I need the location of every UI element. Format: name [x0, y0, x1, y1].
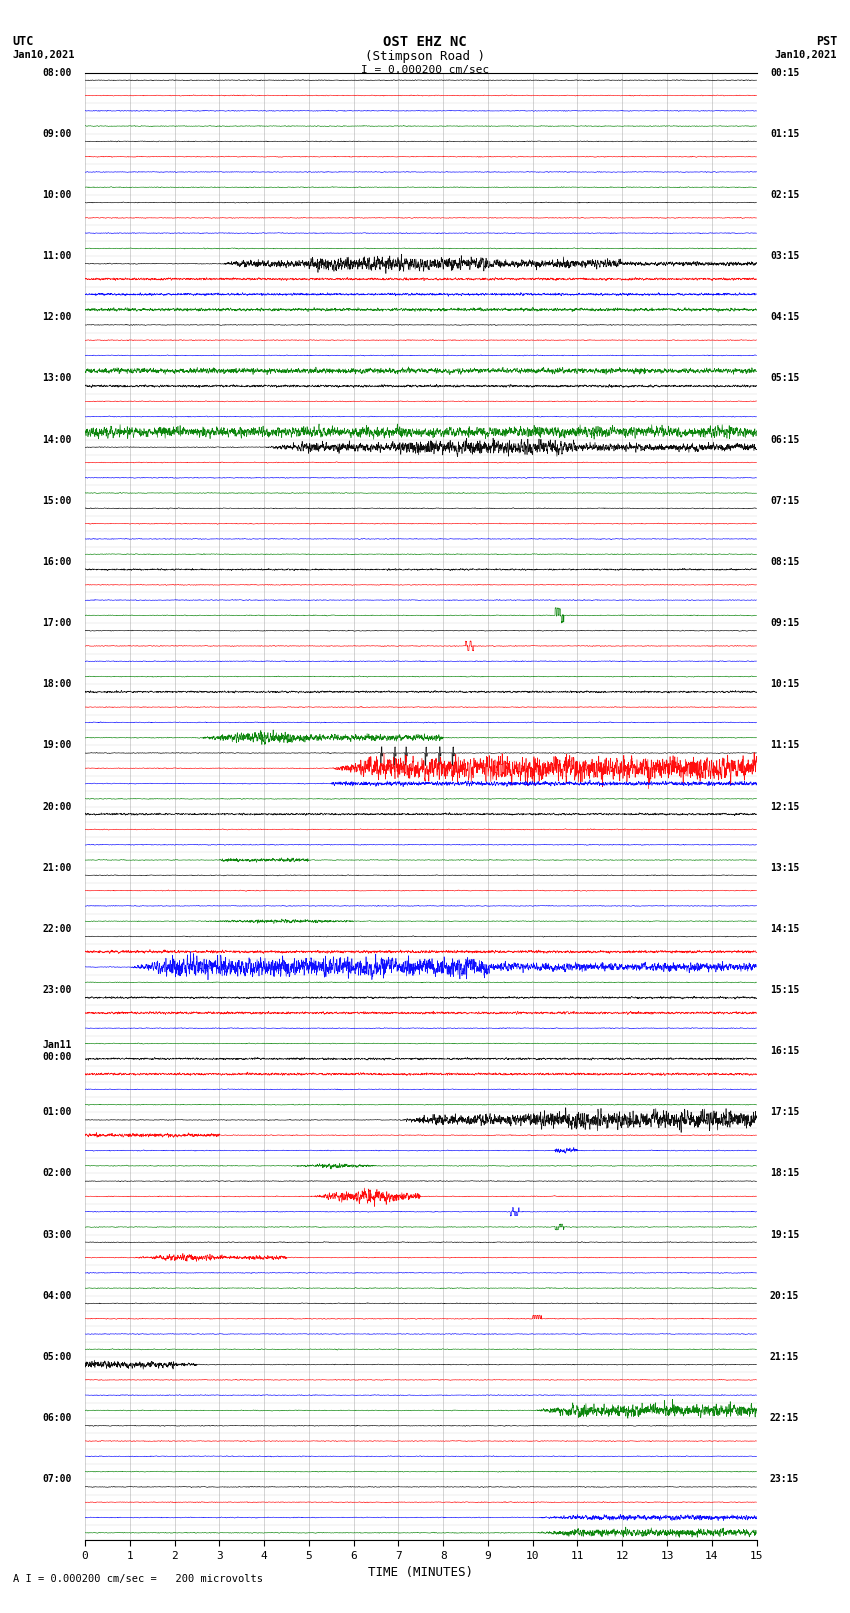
Text: 12:00: 12:00: [42, 313, 71, 323]
Text: 18:00: 18:00: [42, 679, 71, 689]
Text: 09:15: 09:15: [770, 618, 799, 627]
Text: PST: PST: [816, 35, 837, 48]
Text: 22:15: 22:15: [770, 1413, 799, 1423]
Text: 02:15: 02:15: [770, 190, 799, 200]
Text: 19:00: 19:00: [42, 740, 71, 750]
Text: 11:00: 11:00: [42, 252, 71, 261]
Text: 03:15: 03:15: [770, 252, 799, 261]
Text: 00:15: 00:15: [770, 68, 799, 77]
Text: 18:15: 18:15: [770, 1168, 799, 1179]
Text: 06:15: 06:15: [770, 434, 799, 445]
Text: I = 0.000200 cm/sec: I = 0.000200 cm/sec: [361, 65, 489, 74]
Text: (Stimpson Road ): (Stimpson Road ): [365, 50, 485, 63]
Text: 15:00: 15:00: [42, 495, 71, 506]
Text: 16:15: 16:15: [770, 1047, 799, 1057]
Text: 14:15: 14:15: [770, 924, 799, 934]
Text: 23:00: 23:00: [42, 986, 71, 995]
Text: Jan11
00:00: Jan11 00:00: [42, 1040, 71, 1061]
Text: 06:00: 06:00: [42, 1413, 71, 1423]
Text: 16:00: 16:00: [42, 556, 71, 566]
Text: 14:00: 14:00: [42, 434, 71, 445]
Text: Jan10,2021: Jan10,2021: [13, 50, 76, 60]
Text: 22:00: 22:00: [42, 924, 71, 934]
Text: UTC: UTC: [13, 35, 34, 48]
Text: 08:15: 08:15: [770, 556, 799, 566]
Text: 13:00: 13:00: [42, 373, 71, 384]
Text: 10:00: 10:00: [42, 190, 71, 200]
Text: 05:00: 05:00: [42, 1352, 71, 1361]
Text: 20:15: 20:15: [770, 1290, 799, 1300]
Text: 15:15: 15:15: [770, 986, 799, 995]
Text: 12:15: 12:15: [770, 802, 799, 811]
Text: 17:15: 17:15: [770, 1107, 799, 1118]
Text: 04:15: 04:15: [770, 313, 799, 323]
Text: 01:15: 01:15: [770, 129, 799, 139]
Text: 19:15: 19:15: [770, 1229, 799, 1240]
Text: 17:00: 17:00: [42, 618, 71, 627]
Text: 21:15: 21:15: [770, 1352, 799, 1361]
Text: OST EHZ NC: OST EHZ NC: [383, 35, 467, 50]
Text: 07:00: 07:00: [42, 1474, 71, 1484]
Text: 03:00: 03:00: [42, 1229, 71, 1240]
Text: 07:15: 07:15: [770, 495, 799, 506]
Text: 04:00: 04:00: [42, 1290, 71, 1300]
Text: 13:15: 13:15: [770, 863, 799, 873]
Text: Jan10,2021: Jan10,2021: [774, 50, 837, 60]
Text: 23:15: 23:15: [770, 1474, 799, 1484]
Text: 09:00: 09:00: [42, 129, 71, 139]
Text: 10:15: 10:15: [770, 679, 799, 689]
Text: 20:00: 20:00: [42, 802, 71, 811]
Text: 11:15: 11:15: [770, 740, 799, 750]
Text: 08:00: 08:00: [42, 68, 71, 77]
Text: 01:00: 01:00: [42, 1107, 71, 1118]
Text: A I = 0.000200 cm/sec =   200 microvolts: A I = 0.000200 cm/sec = 200 microvolts: [13, 1574, 263, 1584]
Text: 21:00: 21:00: [42, 863, 71, 873]
Text: 02:00: 02:00: [42, 1168, 71, 1179]
Text: 05:15: 05:15: [770, 373, 799, 384]
X-axis label: TIME (MINUTES): TIME (MINUTES): [368, 1566, 473, 1579]
